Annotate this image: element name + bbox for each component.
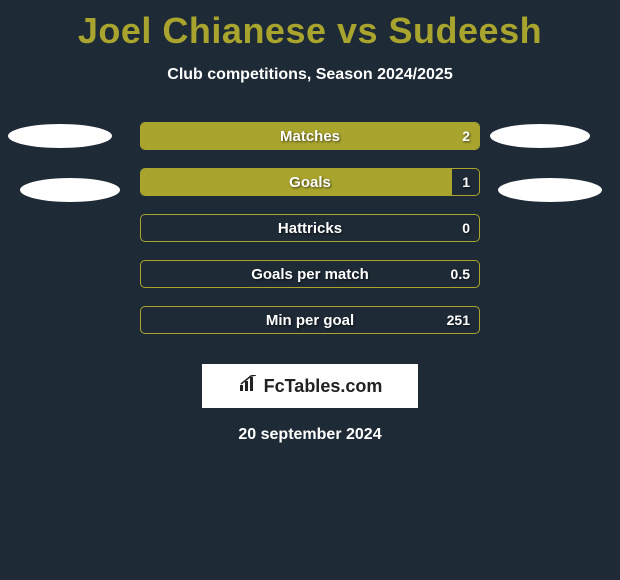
page-subtitle: Club competitions, Season 2024/2025 xyxy=(0,66,620,84)
decorative-ellipse xyxy=(20,178,120,202)
stat-row: Hattricks0 xyxy=(0,206,620,252)
page-title: Joel Chianese vs Sudeesh xyxy=(0,0,620,52)
bar-chart-icon xyxy=(238,375,260,398)
bar-track xyxy=(140,214,480,242)
logo: FcTables.com xyxy=(238,375,383,398)
date-text: 20 september 2024 xyxy=(0,426,620,444)
decorative-ellipse xyxy=(8,124,112,148)
bar-fill xyxy=(141,169,452,195)
logo-text: FcTables.com xyxy=(264,376,383,397)
bar-track xyxy=(140,260,480,288)
bar-track xyxy=(140,168,480,196)
stats-chart: Matches2Goals1Hattricks0Goals per match0… xyxy=(0,114,620,344)
decorative-ellipse xyxy=(498,178,602,202)
decorative-ellipse xyxy=(490,124,590,148)
bar-fill xyxy=(141,123,479,149)
bar-track xyxy=(140,306,480,334)
stat-row: Min per goal251 xyxy=(0,298,620,344)
bar-track xyxy=(140,122,480,150)
logo-box: FcTables.com xyxy=(202,364,418,408)
stat-row: Goals per match0.5 xyxy=(0,252,620,298)
